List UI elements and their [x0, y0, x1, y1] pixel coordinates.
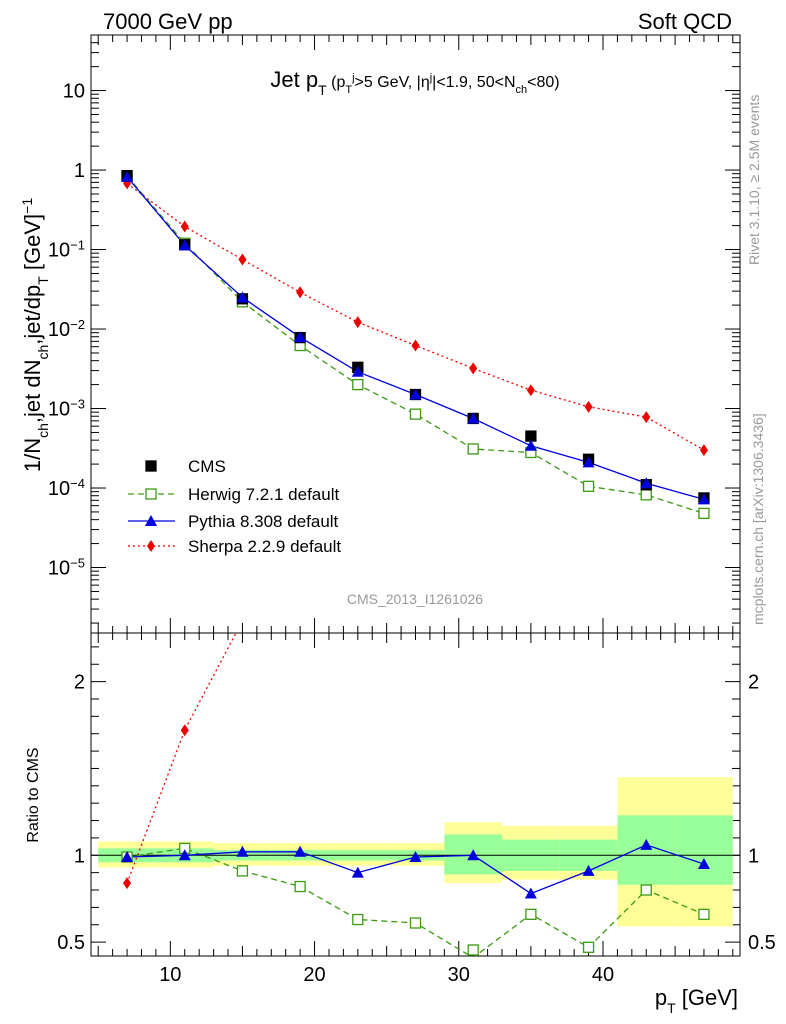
pythia-ratio-marker [236, 845, 249, 857]
pythia-ratio-marker [178, 849, 191, 861]
ratio-inner-band [675, 815, 733, 885]
sherpa-ratio-marker [180, 724, 189, 737]
ratio-x-tick-label: 40 [592, 964, 614, 986]
herwig-ratio-marker [698, 908, 710, 920]
ratio-y-tick-label: 2 [74, 672, 85, 694]
herwig-marker [352, 378, 364, 391]
pythia-marker [524, 439, 537, 451]
sherpa-ratio-marker [123, 877, 132, 890]
herwig-marker [582, 480, 595, 492]
pythia-ratio-marker [467, 849, 480, 861]
legend-entry-label: Herwig 7.2.1 default [188, 485, 339, 504]
collision-energy-label: 7000 GeV pp [103, 9, 233, 34]
herwig-line [126, 175, 705, 515]
main-y-tick-label: 10−5 [48, 555, 85, 580]
pythia-marker [409, 388, 422, 400]
legend-cms-marker [145, 460, 157, 472]
main-y-tick-label: 10−2 [48, 317, 85, 342]
sherpa-marker [642, 411, 651, 424]
mcplots-reference-label: mcplots.cern.ch [arXiv:1306.3436] [750, 413, 766, 625]
ratio-y-tick-label: 0.5 [57, 932, 85, 954]
herwig-marker [467, 443, 479, 455]
ratio-y-tick-label-right: 1 [748, 845, 759, 867]
analysis-id-label: CMS_2013_I1261026 [347, 591, 483, 607]
legend-pythia-marker [145, 515, 157, 526]
legend-entry-label: Pythia 8.308 default [188, 512, 339, 531]
cms-marker [525, 430, 537, 442]
sherpa-marker [469, 362, 478, 375]
pythia-marker [697, 493, 710, 505]
ratio-x-tick-label: 30 [448, 964, 470, 986]
main-y-tick-label: 10−4 [48, 476, 85, 501]
herwig-marker [640, 489, 652, 501]
ratio-y-tick-label: 1 [74, 845, 85, 867]
ratio-inner-band [617, 815, 676, 885]
pythia-marker [294, 331, 307, 343]
main-y-tick-label: 10 [63, 81, 85, 103]
sherpa-marker [296, 286, 305, 299]
pythia-ratio-marker [582, 864, 595, 876]
legend-sherpa-marker [147, 540, 155, 552]
pythia-marker [121, 170, 134, 182]
herwig-ratio-marker [582, 941, 595, 953]
sherpa-marker [584, 400, 593, 413]
legend-entry-label: Sherpa 2.2.9 default [188, 537, 341, 556]
ratio-y-tick-label-right: 2 [748, 672, 759, 694]
legend-herwig-marker [145, 488, 157, 500]
pythia-line [126, 176, 705, 501]
sherpa-marker [353, 316, 362, 329]
pythia-ratio-marker [351, 866, 364, 878]
pythia-ratio-marker [640, 838, 653, 850]
herwig-marker [409, 408, 422, 420]
main-y-axis-title: 1/Nch,jet dNch,jet/dpT [GeV]−1 [19, 198, 51, 473]
herwig-marker [698, 507, 710, 520]
pythia-marker [582, 456, 595, 468]
rivet-version-label: Rivet 3.1.10, ≥ 2.5M events [746, 94, 762, 265]
main-y-tick-label: 1 [74, 160, 85, 182]
ratio-y-tick-label-right: 0.5 [748, 932, 776, 954]
herwig-ratio-marker [640, 884, 652, 896]
main-y-tick-label: 10−3 [48, 396, 85, 421]
x-axis-title: pT [GeV] [655, 985, 738, 1016]
herwig-ratio-marker [352, 913, 364, 926]
herwig-ratio-marker [294, 880, 306, 893]
pythia-marker [236, 291, 249, 303]
pythia-marker [178, 239, 191, 251]
pythia-marker [467, 412, 480, 424]
pythia-ratio-marker [697, 857, 710, 869]
herwig-ratio-marker [467, 944, 479, 956]
sherpa-marker [699, 444, 708, 457]
ratio-x-tick-label: 10 [159, 964, 181, 986]
pythia-ratio-marker [524, 887, 537, 899]
ratio-series-group [126, 633, 705, 956]
process-label: Soft QCD [637, 9, 732, 34]
herwig-ratio-marker [409, 917, 422, 929]
main-y-tick-label: 10−1 [48, 237, 85, 262]
sherpa-marker [526, 384, 535, 397]
herwig-ratio-marker [525, 908, 537, 920]
pythia-ratio-marker [409, 851, 422, 863]
sherpa-marker [180, 220, 189, 233]
pythia-ratio-marker [121, 851, 134, 863]
pythia-marker [640, 477, 653, 489]
plot-title: Jet pT (pTj>5 GeV, |ηj|<1.9, 50<Nch<80) [270, 67, 559, 98]
sherpa-marker [411, 339, 420, 352]
herwig-ratio-marker [236, 865, 249, 877]
legend-entry-label: CMS [188, 457, 226, 476]
ratio-x-tick-label: 20 [303, 964, 325, 986]
ratio-y-axis-title: Ratio to CMS [25, 747, 42, 842]
sherpa-ratio-line [126, 633, 237, 884]
pythia-marker [351, 365, 364, 377]
sherpa-marker [238, 253, 247, 266]
pythia-ratio-marker [294, 845, 307, 857]
